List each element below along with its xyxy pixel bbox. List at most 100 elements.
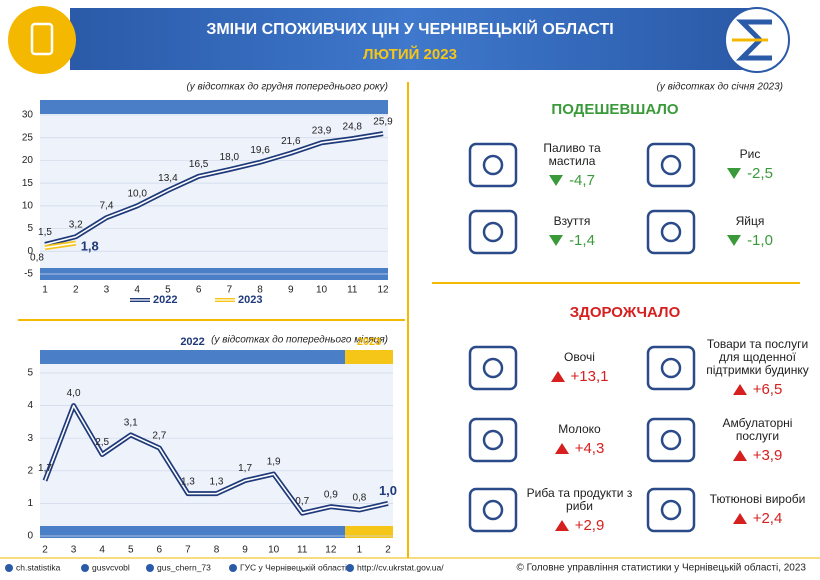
- y-tick-label: 0: [27, 246, 33, 257]
- y-tick-label: 30: [22, 110, 34, 121]
- item-value: -1,4: [549, 232, 595, 249]
- header-band: [70, 8, 750, 70]
- item-icon: [646, 417, 696, 463]
- period-band: [345, 350, 393, 364]
- arrow: [727, 168, 742, 179]
- value-text: +6,5: [752, 381, 783, 398]
- x-tick-label: 10: [268, 545, 280, 556]
- y-tick-label: 5: [27, 223, 33, 234]
- x-tick-label: 12: [325, 545, 337, 556]
- footer-link: gusvcvobl: [92, 562, 130, 572]
- value-text: -4,7: [569, 171, 595, 189]
- legend-label: 2023: [238, 294, 262, 306]
- data-label: 19,6: [250, 145, 270, 156]
- data-label: 21,6: [281, 136, 301, 147]
- series-line-highlight: [44, 242, 76, 249]
- chart-subtitle: (у відсотках до попереднього місяця): [211, 335, 388, 346]
- icon-shape: [646, 345, 696, 391]
- x-tick-label: 9: [242, 545, 248, 556]
- top-band: [40, 100, 388, 114]
- x-tick-label: 1: [42, 285, 48, 296]
- item: Паливо та мастила -4,7: [522, 125, 622, 205]
- y-tick-label: 4: [27, 400, 33, 411]
- data-label: 2,5: [95, 437, 109, 448]
- y-tick-label: 0: [27, 531, 33, 542]
- data-label: 18,0: [220, 152, 240, 163]
- arrow: [549, 235, 564, 246]
- item: Риба та продукти з риби +2,9: [522, 470, 637, 550]
- icon-shape: [660, 499, 682, 521]
- x-tick-label: 7: [227, 285, 233, 296]
- copyright: © Головне управління статистики у Чернів…: [516, 562, 806, 574]
- footer-icon: [229, 564, 237, 572]
- plot-area: [40, 100, 388, 280]
- x-tick-label: 6: [196, 285, 202, 296]
- footer-link: gus_chern_73: [157, 562, 211, 572]
- icon-shape: [646, 487, 696, 533]
- data-label: 1,5: [38, 227, 52, 238]
- item-label: Овочі: [564, 350, 595, 364]
- x-tick-label: 8: [214, 545, 220, 556]
- item: Овочі +13,1: [522, 328, 637, 408]
- y-tick-label: 20: [22, 155, 34, 166]
- data-label: 1,3: [181, 476, 195, 487]
- arrow: [549, 174, 564, 186]
- series-line-highlight: [44, 404, 389, 514]
- item-value: +2,4: [732, 510, 782, 527]
- icon-shape: [482, 429, 504, 451]
- x-tick-label: 2: [385, 545, 391, 556]
- data-label: 16,5: [189, 159, 209, 170]
- value-text: -1,0: [747, 232, 773, 249]
- chart-subtitle: (у відсотках до грудня попереднього року…: [186, 82, 388, 93]
- item-icon: [468, 487, 518, 533]
- item: Молоко +4,3: [522, 400, 637, 480]
- x-tick-label: 9: [288, 285, 294, 296]
- y-tick-label: 25: [22, 132, 34, 143]
- y-tick-label: 15: [22, 178, 34, 189]
- footer-link: http://cv.ukrstat.gov.ua/: [357, 562, 444, 572]
- data-label: 1,0: [379, 483, 397, 498]
- item-label: Взуття: [553, 214, 591, 228]
- data-label: 24,8: [343, 121, 363, 132]
- y-tick-label: 1: [27, 498, 33, 509]
- x-tick-label: 6: [157, 545, 163, 556]
- item-value: -2,5: [727, 165, 773, 182]
- tag-icon: [30, 22, 54, 56]
- value-text: -2,5: [747, 165, 773, 182]
- item-value: +3,9: [732, 447, 782, 464]
- data-label: 25,9: [373, 116, 393, 127]
- item: Яйця -1,0: [700, 192, 800, 272]
- subtitle: ЛЮТИЙ 2023: [363, 45, 457, 63]
- icon-shape: [660, 154, 682, 176]
- y-tick-label: 3: [27, 433, 33, 444]
- period-band: [40, 350, 346, 364]
- footer-icon: [5, 564, 13, 572]
- data-label: 0,7: [295, 496, 309, 507]
- icon-shape: [660, 221, 682, 243]
- legend-label: 2022: [153, 294, 177, 306]
- item-value: +13,1: [550, 368, 608, 385]
- panel-title: ЗДОРОЖЧАЛО: [570, 304, 681, 321]
- icon-shape: [482, 357, 504, 379]
- y-tick-label: -5: [24, 269, 33, 280]
- footer-icon: [81, 564, 89, 572]
- x-tick-label: 12: [377, 285, 389, 296]
- data-label: 13,4: [158, 173, 178, 184]
- data-label: 23,9: [312, 125, 332, 136]
- title: ЗМІНИ СПОЖИВЧИХ ЦІН У ЧЕРНІВЕЦЬКІЙ ОБЛАС…: [206, 19, 613, 38]
- item-value: +6,5: [732, 381, 783, 398]
- icon-shape: [482, 499, 504, 521]
- footer-icon: [346, 564, 354, 572]
- x-tick-label: 5: [128, 545, 134, 556]
- x-tick-label: 8: [257, 285, 263, 296]
- item-label: Риба та продукти з риби: [526, 485, 633, 513]
- period-band: [345, 526, 393, 538]
- footer-icon: [146, 564, 154, 572]
- icon-shape: [646, 209, 696, 255]
- item: Взуття -1,4: [522, 192, 622, 272]
- item-label: Паливо та мастила: [543, 140, 601, 168]
- period-label: 2022: [180, 336, 204, 348]
- icon-shape: [646, 142, 696, 188]
- data-label: 10,0: [127, 188, 147, 199]
